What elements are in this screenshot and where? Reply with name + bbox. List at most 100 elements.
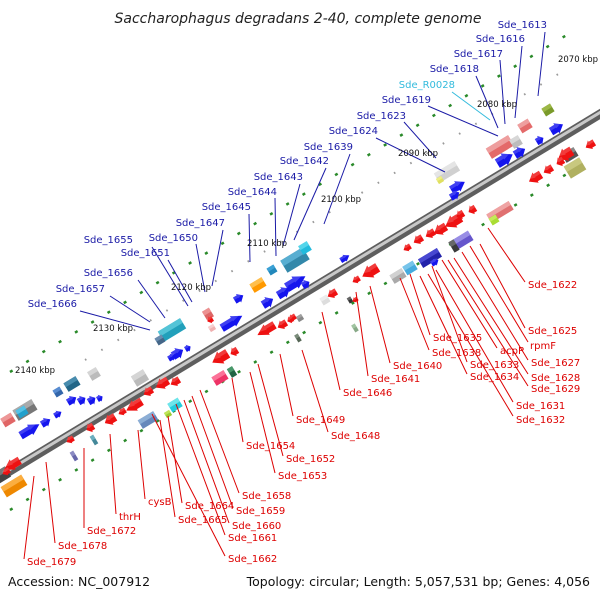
gene-label-sde_1651: Sde_1651 (121, 248, 170, 259)
forward-gene-arrow (183, 344, 191, 352)
gene-label-sde_1634: Sde_1634 (470, 372, 519, 383)
leader-line (427, 105, 499, 137)
kbp-tick-label: 2140 kbp (15, 366, 55, 376)
tick-mark (25, 359, 30, 364)
tick-mark (561, 34, 566, 39)
gene-label-sde_1653: Sde_1653 (278, 471, 327, 482)
tick-mark (302, 330, 307, 335)
gene-block (0, 412, 16, 428)
leader-line (167, 415, 183, 504)
leader-line (447, 259, 529, 387)
forward-gene-arrow (275, 286, 290, 300)
reverse-gene-arrow (542, 164, 555, 175)
gene-label-sde_1650: Sde_1650 (149, 233, 198, 244)
tick-mark (442, 142, 445, 145)
tick-mark (562, 173, 567, 178)
tick-mark (383, 143, 388, 147)
kbp-tick-label: 2100 kbp (321, 195, 361, 205)
leader-line (355, 291, 369, 377)
tick-mark (301, 192, 306, 196)
tick-mark (334, 172, 339, 177)
gene-label-sde_r0028: Sde_R0028 (399, 80, 455, 91)
leader-line (475, 75, 499, 129)
tick-mark (41, 349, 46, 354)
gene-label-sde_1659: Sde_1659 (236, 506, 285, 517)
leader-line (137, 429, 146, 500)
gene-label-sde_1640: Sde_1640 (393, 361, 442, 372)
gene-block (0, 474, 28, 498)
leader-line (167, 259, 193, 303)
leader-line (175, 403, 226, 536)
leader-line (514, 45, 523, 119)
gene-block (351, 323, 359, 333)
gene-label-sde_1665: Sde_1665 (178, 515, 227, 526)
leader-line (279, 353, 294, 417)
tick-mark (344, 201, 348, 204)
tick-mark (507, 102, 510, 106)
tick-mark (416, 261, 420, 266)
tick-mark (312, 220, 315, 224)
gene-block (452, 230, 474, 250)
forward-gene-arrow (166, 353, 176, 362)
kbp-tick-label: 2090 kbp (398, 149, 438, 159)
forward-gene-arrow (548, 122, 563, 136)
tick-mark (188, 399, 193, 404)
leader-line (487, 227, 526, 283)
gene-block (63, 376, 81, 392)
tick-mark (399, 133, 404, 137)
tick-mark (545, 44, 550, 49)
reverse-gene-arrow (424, 228, 437, 239)
reverse-gene-arrow (210, 348, 231, 364)
leader-line (479, 243, 526, 329)
tick-mark (481, 222, 485, 227)
leader-line (183, 399, 230, 524)
leader-line (293, 167, 327, 241)
forward-gene-arrow (494, 151, 513, 168)
tick-mark (25, 497, 30, 502)
reverse-gene-arrow (467, 204, 478, 215)
gene-block (389, 268, 407, 284)
forward-gene-arrow (534, 135, 544, 146)
tick-mark (269, 211, 274, 216)
gene-block (448, 239, 460, 253)
gene-label-sde_1647: Sde_1647 (176, 218, 225, 229)
gene-label-sde_1616: Sde_1616 (476, 34, 525, 45)
gene-blocks (0, 103, 587, 498)
tick-mark (350, 301, 355, 305)
tick-mark (409, 161, 413, 165)
tick-mark (367, 291, 372, 296)
gene-label-sde_1661: Sde_1661 (228, 533, 277, 544)
gene-block (207, 323, 217, 333)
leader-line (159, 419, 176, 518)
gene-label-sde_1628: Sde_1628 (531, 373, 580, 384)
gene-label-sde_1643: Sde_1643 (254, 172, 303, 183)
leader-line (403, 121, 437, 159)
leader-line (109, 295, 151, 323)
gene-block (167, 397, 183, 413)
tick-mark (383, 281, 388, 286)
tick-mark (285, 202, 290, 206)
gene-block (249, 277, 267, 293)
accession-text: Accession: NC_007912 (8, 574, 150, 589)
tick-track (9, 34, 583, 512)
reverse-gene-arrow (256, 320, 277, 336)
kbp-tick-label: 2120 kbp (171, 283, 211, 293)
forward-gene-arrow (339, 253, 350, 263)
forward-gene-arrow (52, 410, 62, 419)
leader-line (435, 269, 514, 403)
gene-block (163, 409, 173, 419)
tick-mark (182, 299, 185, 302)
gene-block (211, 370, 229, 386)
gene-label-sde_1666: Sde_1666 (28, 299, 77, 310)
gene-label-sde_1656: Sde_1656 (84, 268, 133, 279)
gene-block (266, 264, 278, 276)
gene-label-sde_1618: Sde_1618 (430, 64, 479, 75)
tick-mark (133, 328, 136, 332)
gene-block (52, 386, 64, 398)
tick-mark (253, 221, 258, 226)
gene-block (435, 175, 445, 185)
leader-line (369, 285, 391, 364)
leader-line (537, 31, 546, 97)
leader-line (441, 259, 498, 349)
gene-block (346, 296, 354, 304)
